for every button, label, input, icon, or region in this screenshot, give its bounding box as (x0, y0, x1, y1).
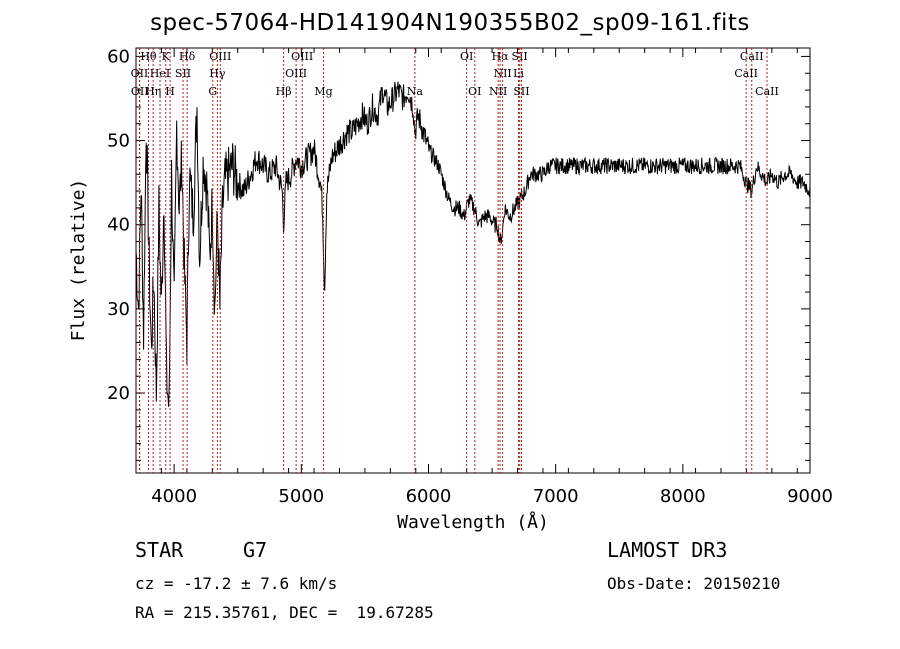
x-axis-label: Wavelength (Å) (397, 511, 549, 533)
plot-frame (135, 47, 811, 474)
spectrum-line (135, 81, 811, 407)
observation-date: Obs-Date: 20150210 (607, 574, 781, 593)
spectral-line-label: H (165, 85, 175, 98)
spectral-line-label: HeI (150, 67, 170, 80)
spectral-line-label: OIII (285, 67, 307, 80)
x-tick-label: 5000 (278, 486, 324, 507)
object-type: G7 (243, 538, 268, 562)
y-tick-label: 30 (107, 299, 130, 320)
x-tick-label: 6000 (406, 486, 452, 507)
spectral-line-label: Hα (492, 50, 510, 63)
spectral-line-label: Hβ (276, 85, 292, 98)
spectral-line-label: Mg (314, 85, 332, 98)
spectral-line-label: SII (512, 50, 528, 63)
coordinates: RA = 215.35761, DEC = 19.67285 (135, 603, 434, 622)
spectral-line-label: Hδ (179, 50, 196, 63)
y-tick-label: 60 (107, 46, 130, 67)
redshift-velocity: cz = -17.2 ± 7.6 km/s (135, 574, 338, 593)
x-tick-label: 7000 (533, 486, 579, 507)
chart-title: spec-57064-HD141904N190355B02_sp09-161.f… (150, 10, 750, 36)
y-tick-label: 50 (107, 131, 130, 152)
spectral-line-label: Hη (145, 85, 161, 98)
spectral-line-label: CaII (755, 85, 779, 98)
spectral-line-label: OIII (291, 50, 313, 63)
spectral-line-label: NII (493, 67, 511, 80)
spectral-line-label: Hγ (209, 67, 226, 80)
x-tick-label: 9000 (787, 486, 833, 507)
spectral-line-label: SII (175, 67, 191, 80)
spectral-line-label: CaII (734, 67, 758, 80)
survey-name: LAMOST DR3 (607, 538, 728, 562)
spectral-line-label: NII (489, 85, 507, 98)
y-tick-label: 20 (107, 383, 130, 404)
spectral-line-label: OII (131, 85, 149, 98)
y-tick-label: 40 (107, 215, 130, 236)
y-axis-label: Flux (relative) (68, 179, 89, 342)
spectral-line-label: OI (468, 85, 481, 98)
spectral-line-label: Li (513, 67, 524, 80)
x-tick-label: 8000 (660, 486, 706, 507)
object-class: STAR (135, 538, 184, 562)
spectral-line-label: G (208, 85, 217, 98)
spectral-line-label: OIII (209, 50, 231, 63)
spectral-line-label: SII (513, 85, 529, 98)
spectral-line-label: Na (407, 85, 424, 98)
spectral-line-label: CaII (740, 50, 764, 63)
spectral-line-label: K (162, 50, 171, 63)
x-tick-label: 4000 (151, 486, 197, 507)
spectral-line-label: OI (460, 50, 473, 63)
spectral-line-label: Hθ (140, 50, 157, 63)
